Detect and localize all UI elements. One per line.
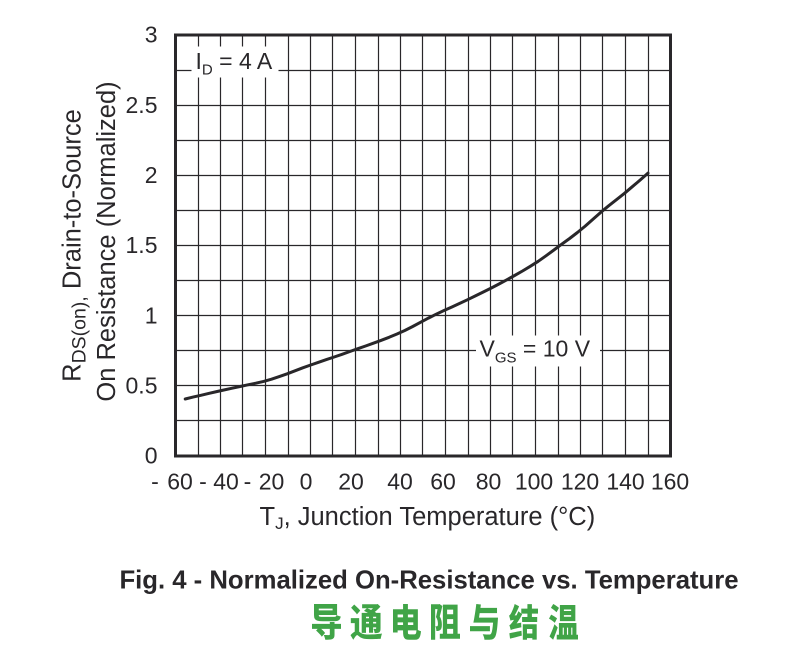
svg-text:40: 40: [213, 469, 239, 495]
svg-text:2: 2: [145, 162, 158, 188]
svg-text:60: 60: [167, 469, 193, 495]
svg-text:3: 3: [145, 22, 158, 48]
svg-text:ID = 4 A: ID = 4 A: [196, 48, 273, 79]
svg-text:120: 120: [561, 469, 599, 495]
svg-text:2.5: 2.5: [126, 92, 158, 118]
svg-text:160: 160: [651, 469, 689, 495]
svg-text:-: -: [151, 469, 159, 495]
svg-text:100: 100: [515, 469, 553, 495]
svg-text:40: 40: [387, 469, 413, 495]
svg-text:0.5: 0.5: [126, 372, 158, 398]
svg-text:0: 0: [145, 443, 158, 469]
svg-text:0: 0: [300, 469, 313, 495]
svg-text:VGS = 10 V: VGS = 10 V: [480, 335, 591, 366]
svg-text:-: -: [199, 469, 207, 495]
svg-text:20: 20: [338, 469, 364, 495]
svg-text:1.5: 1.5: [126, 232, 158, 258]
svg-text:140: 140: [606, 469, 644, 495]
svg-text:-: -: [244, 469, 252, 495]
svg-text:60: 60: [430, 469, 456, 495]
svg-text:RDS(on), Drain-to-Source: RDS(on), Drain-to-Source: [59, 109, 91, 382]
svg-text:1: 1: [145, 302, 158, 328]
svg-text:On Resistance (Normalized): On Resistance (Normalized): [93, 81, 121, 401]
svg-text:20: 20: [259, 469, 285, 495]
svg-text:TJ, Junction Temperature (°C): TJ, Junction Temperature (°C): [260, 503, 596, 533]
svg-text:Fig. 4 - Normalized On-Resista: Fig. 4 - Normalized On-Resistance vs. Te…: [119, 567, 738, 595]
svg-text:80: 80: [476, 469, 502, 495]
